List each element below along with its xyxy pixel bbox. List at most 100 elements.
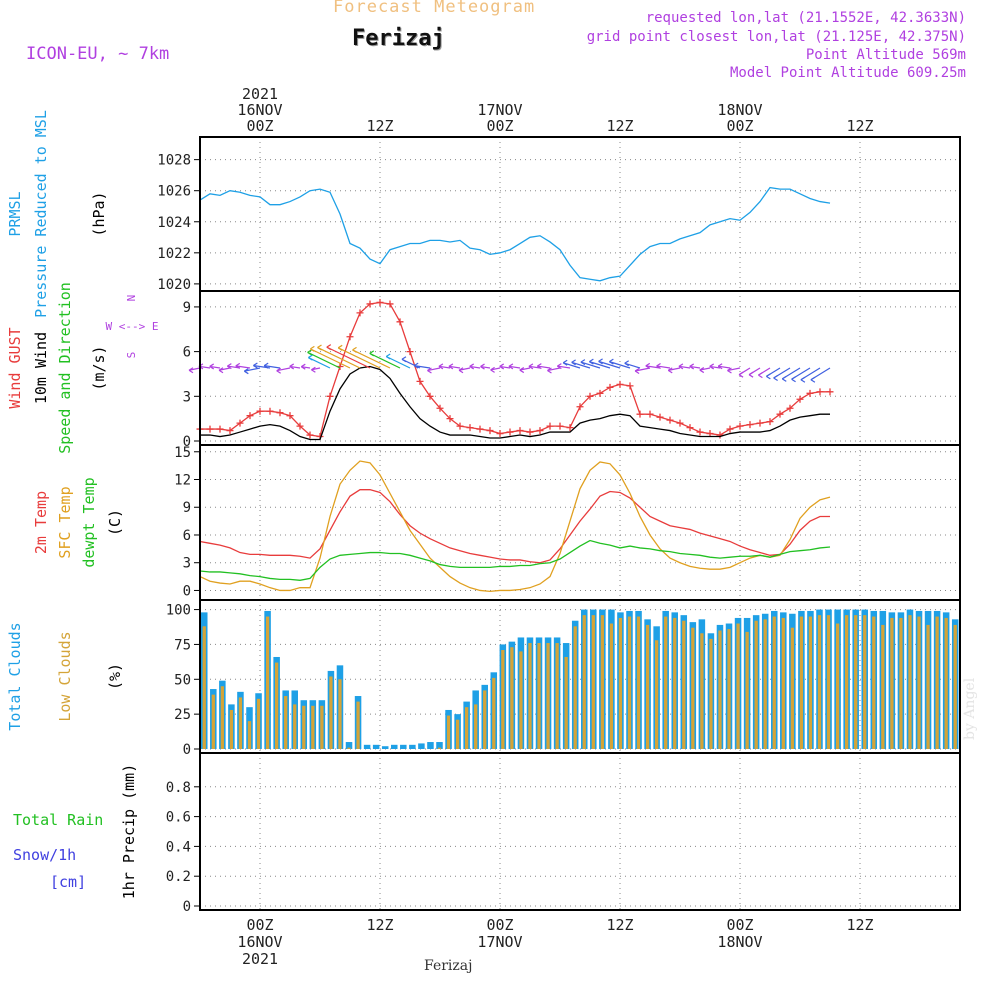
wind-arrow <box>668 367 681 371</box>
wind-arrow-head <box>758 372 763 379</box>
total-cloud-bar <box>345 742 353 749</box>
low-cloud-bar <box>908 615 912 749</box>
low-cloud-bar <box>437 747 442 749</box>
wind-arrow-head <box>244 368 249 375</box>
bottom-time-label: 12Z <box>846 916 873 934</box>
gust-marker <box>416 377 424 385</box>
wind-arrow <box>598 360 621 369</box>
panel-wind: 0 3 6 9 N W <--> E S Wind GUST 10m Wind Speed and… <box>6 282 961 454</box>
wind-arrow <box>656 365 671 369</box>
wind-arrow-head <box>645 362 651 369</box>
gust-marker <box>536 427 544 435</box>
gust-marker <box>826 388 834 396</box>
wind-arrow <box>508 365 521 369</box>
wind-arrow <box>634 367 651 372</box>
gust-marker <box>546 422 554 430</box>
gust-marker <box>756 419 764 427</box>
axis-label-total-clouds: Total Clouds <box>6 622 24 730</box>
axis-label-precip: 1hr Precip (mm) <box>120 764 138 899</box>
low-cloud-bar <box>817 615 822 749</box>
y-tick-label: 12 <box>174 473 191 489</box>
gust-marker <box>796 395 804 403</box>
low-cloud-bar <box>311 705 315 749</box>
low-cloud-bar <box>899 617 903 749</box>
gust-marker <box>676 419 684 427</box>
low-cloud-bar <box>772 616 776 749</box>
bottom-time-label: 00Z <box>246 916 273 934</box>
low-cloud-bar <box>600 615 604 749</box>
low-cloud-bar <box>284 696 288 749</box>
gust-marker <box>786 404 794 412</box>
axis-label-sfc-temp: SFC Temp <box>56 486 74 558</box>
low-cloud-bar <box>347 747 351 749</box>
wind-arrow-head <box>791 376 796 383</box>
low-cloud-bar <box>537 643 541 749</box>
wind-arrow-head <box>300 363 306 370</box>
wind-arrow <box>276 367 291 372</box>
top-time-label: 00Z <box>246 117 273 135</box>
axis-label-wind-gust: Wind GUST <box>6 327 24 408</box>
top-time-label: 17NOV <box>477 101 522 119</box>
y-tick-label: 0 <box>183 742 191 758</box>
gust-marker <box>486 427 494 435</box>
low-cloud-bar <box>546 643 550 749</box>
wind-arrow <box>438 365 451 369</box>
y-tick-label: 0.6 <box>166 810 191 826</box>
y-tick-label: 6 <box>183 345 191 361</box>
panel-temperature: 0 3 6 9 12 15 2m Temp SFC Temp dewpt Temp (C) <box>32 444 961 601</box>
wind-arrow-head <box>337 344 343 351</box>
low-cloud-bar <box>826 615 831 749</box>
wind-arrow-head <box>311 366 316 373</box>
wind-arrow-head <box>528 363 534 370</box>
wind-arrow-head <box>188 367 194 374</box>
axis-label-2m-temp: 2m Temp <box>32 491 50 554</box>
low-cloud-bar <box>609 623 614 749</box>
wind-arrow <box>326 346 371 369</box>
gust-marker <box>216 425 224 433</box>
low-cloud-bar <box>655 640 659 749</box>
gust-marker <box>246 412 254 420</box>
wind-arrow <box>352 349 391 369</box>
gust-marker <box>816 388 824 396</box>
wind-arrow <box>528 365 541 369</box>
axis-label-prmsl: PRMSL <box>6 191 24 236</box>
y-tick-label: 0.8 <box>166 780 191 796</box>
axis-label--m-s-: (m/s) <box>90 345 108 390</box>
wind-arrow <box>414 365 431 369</box>
gust-marker <box>256 407 264 415</box>
gust-marker <box>726 425 734 433</box>
bottom-time-label: 18NOV <box>717 933 762 951</box>
gust-marker <box>446 415 454 423</box>
wind-arrow-head <box>709 363 715 370</box>
low-cloud-bar <box>835 623 840 749</box>
wind-arrow-head <box>766 373 771 380</box>
gust-marker <box>716 431 724 439</box>
wind-arrow-head <box>427 367 432 374</box>
wind-arrow <box>699 367 711 371</box>
series-dewpt-temp <box>199 539 831 581</box>
series-wind-gust <box>200 301 830 438</box>
wind-arrow <box>571 361 591 369</box>
gust-marker <box>236 419 244 427</box>
compass-north: N <box>125 295 138 302</box>
low-cloud-bar <box>781 617 785 749</box>
low-cloud-bar <box>446 715 451 749</box>
footer-station: Ferizaj <box>424 958 473 974</box>
wind-arrow <box>609 361 631 369</box>
gust-marker <box>376 298 384 306</box>
bottom-time-label: 12Z <box>366 916 393 934</box>
gust-marker <box>656 413 664 421</box>
compass-ew: W <--> E <box>106 320 159 333</box>
series-sfc-temp <box>199 460 831 593</box>
gust-marker <box>806 389 814 397</box>
wind-arrow <box>718 365 731 369</box>
y-tick-label: 9 <box>183 500 191 516</box>
wind-arrow <box>645 365 661 369</box>
wind-arrow-head <box>308 354 313 361</box>
wind-arrow <box>337 347 381 369</box>
wind-arrow <box>547 367 561 372</box>
low-cloud-bar <box>845 615 849 749</box>
low-cloud-bar <box>483 690 487 749</box>
top-time-label: 12Z <box>366 117 393 135</box>
low-cloud-bar <box>256 698 261 749</box>
